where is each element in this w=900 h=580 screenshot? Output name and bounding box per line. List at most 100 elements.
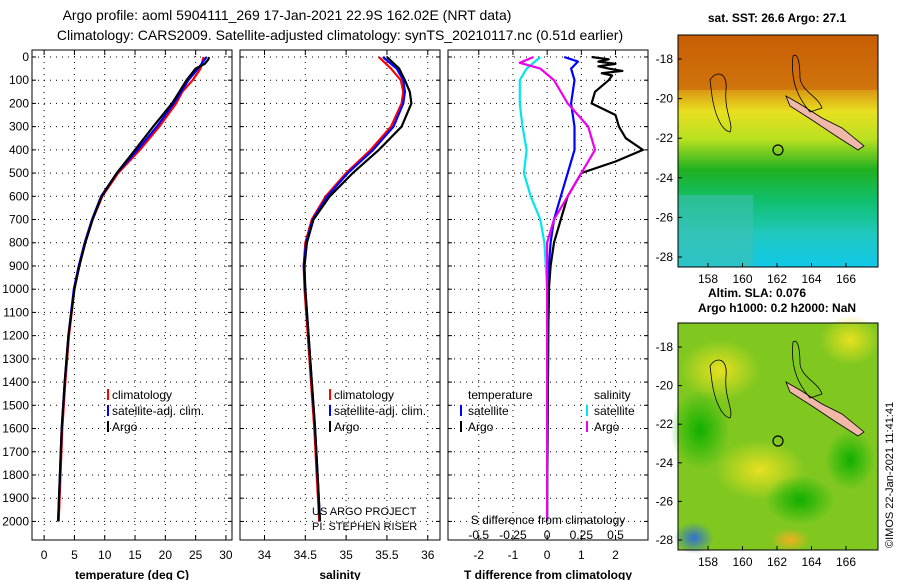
credit-line-1: US ARGO PROJECT — [312, 506, 417, 518]
depth-tick-label: 1500 — [2, 398, 29, 412]
lat-tick-label: -22 — [656, 131, 674, 145]
x-axes: 0 5 10 15 20 25 30 34 34.5 35 35.5 36 -2 -1 0 1 2 -0.5 -0.… — [41, 50, 624, 562]
salinity-legend: climatology satellite-adj. clim. Argo — [329, 388, 426, 434]
s-difference-axis-label: S difference from climatology — [471, 513, 626, 527]
x-tick-label: 35.5 — [375, 548, 399, 562]
lat-tick-label: -22 — [656, 417, 674, 431]
depth-tick-label: 800 — [9, 236, 29, 250]
x-tick-label: 30 — [219, 548, 233, 562]
depth-tick-label: 400 — [9, 143, 29, 157]
lat-tick-label: -26 — [656, 210, 674, 224]
depth-tick-label: 500 — [9, 166, 29, 180]
s-tick-label: 0.25 — [570, 528, 594, 542]
depth-tick-label: 1400 — [2, 375, 29, 389]
lat-tick-label: -20 — [656, 92, 674, 106]
lon-tick-label: 162 — [767, 272, 787, 286]
depth-tick-label: 0 — [22, 50, 29, 64]
title-line-1: Argo profile: aoml 5904111_269 17-Jan-20… — [63, 7, 512, 23]
difference-series-s-satellite — [518, 56, 549, 522]
x-tick-label: -1 — [508, 548, 519, 562]
lon-tick-label: 158 — [698, 555, 718, 569]
temperature-legend: climatology satellite-adj. clim. Argo — [107, 388, 204, 434]
legend-label-argo: Argo — [112, 420, 138, 434]
depth-axis: 0 100 200 300 400 500 600 700 800 900 1000 1100 1200… — [2, 50, 648, 528]
difference-series-t-argo — [545, 55, 645, 522]
s-tick-label: -0.5 — [468, 528, 489, 542]
lat-tick-label: -28 — [656, 250, 674, 264]
lon-tick-label: 166 — [836, 555, 856, 569]
legend-label-t-argo: Argo — [468, 420, 494, 434]
legend-label-satellite: satellite-adj. clim. — [334, 404, 426, 418]
x-tick-label: 1 — [578, 548, 585, 562]
sla-contour — [709, 359, 732, 419]
sla-map-title-line-2: Argo h1000: 0.2 h2000: NaN — [698, 301, 856, 315]
sst-map-axes: -18 -20 -22 -24 -26 -28 158 160 162 164 166 — [656, 52, 857, 286]
depth-tick-label: 1600 — [2, 422, 29, 436]
depth-tick-label: 700 — [9, 213, 29, 227]
depth-tick-label: 300 — [9, 120, 29, 134]
salinity-panel-frame — [239, 49, 441, 541]
legend-title-temperature: temperature — [468, 388, 533, 402]
lat-tick-label: -24 — [656, 171, 674, 185]
x-tick-label: 35 — [339, 548, 353, 562]
x-tick-label: 0 — [544, 548, 551, 562]
x-tick-label: -2 — [473, 548, 484, 562]
argo-float-marker — [772, 435, 784, 447]
lat-tick-label: -18 — [656, 52, 674, 66]
sla-map-title-line-1: Altim. SLA: 0.076 — [708, 286, 806, 300]
sst-contour — [709, 73, 732, 133]
salinity-axis-label: salinity — [319, 568, 361, 580]
lon-tick-label: 160 — [732, 555, 752, 569]
s-tick-label: -0.25 — [499, 528, 527, 542]
lon-tick-label: 160 — [732, 272, 752, 286]
legend-label-s-satellite: satellite — [594, 404, 635, 418]
x-tick-label: 34.5 — [294, 548, 318, 562]
depth-tick-label: 1100 — [3, 305, 29, 319]
salinity-series-argo — [303, 56, 413, 522]
x-tick-label: 5 — [71, 548, 78, 562]
lon-tick-label: 164 — [801, 272, 821, 286]
legend-label-climatology: climatology — [112, 388, 172, 402]
depth-tick-label: 2000 — [2, 514, 29, 528]
difference-series-s-argo — [518, 55, 597, 522]
x-tick-label: 15 — [128, 548, 142, 562]
lat-tick-label: -24 — [656, 456, 674, 470]
depth-tick-label: 1800 — [2, 468, 29, 482]
depth-tick-label: 1300 — [2, 352, 29, 366]
lat-tick-label: -26 — [656, 494, 674, 508]
x-tick-label: 0 — [41, 548, 48, 562]
depth-tick-label: 900 — [9, 259, 29, 273]
temperature-axis-label: temperature (deg C) — [75, 568, 189, 580]
lat-tick-label: -20 — [656, 379, 674, 393]
sla-coastline-new-caledonia — [785, 381, 865, 437]
x-tick-label: 36 — [421, 548, 435, 562]
sst-map — [677, 34, 879, 268]
lat-tick-label: -28 — [656, 533, 674, 547]
depth-tick-label: 1900 — [2, 491, 29, 505]
s-tick-label: 0.5 — [607, 528, 624, 542]
legend-label-climatology: climatology — [334, 388, 394, 402]
lon-tick-label: 164 — [801, 555, 821, 569]
lon-tick-label: 166 — [836, 272, 856, 286]
depth-tick-label: 1700 — [2, 445, 29, 459]
x-tick-label: 10 — [98, 548, 112, 562]
legend-label-t-satellite: satellite — [468, 404, 509, 418]
sst-coastline-new-caledonia — [785, 95, 865, 151]
depth-tick-label: 1000 — [2, 282, 29, 296]
sst-contour — [792, 54, 823, 113]
lon-tick-label: 158 — [698, 272, 718, 286]
difference-legend: temperature salinity satellite Argo sate… — [460, 388, 635, 434]
title-line-2: Climatology: CARS2009. Satellite-adjuste… — [57, 27, 623, 43]
sla-contour — [792, 340, 823, 399]
x-tick-label: 2 — [612, 548, 619, 562]
sla-map — [670, 315, 880, 554]
s-tick-label: 0 — [544, 528, 551, 542]
depth-tick-label: 200 — [9, 96, 29, 110]
imos-stamp: ©IMOS 22-Jan-2021 11:41:41 — [884, 402, 896, 548]
sla-map-axes: -18 -20 -22 -24 -26 -28 158 160 162 164 166 — [656, 340, 857, 569]
x-tick-label: 34 — [258, 548, 272, 562]
legend-label-argo: Argo — [334, 420, 360, 434]
grid-lines — [32, 50, 648, 540]
lat-tick-label: -18 — [656, 340, 674, 354]
